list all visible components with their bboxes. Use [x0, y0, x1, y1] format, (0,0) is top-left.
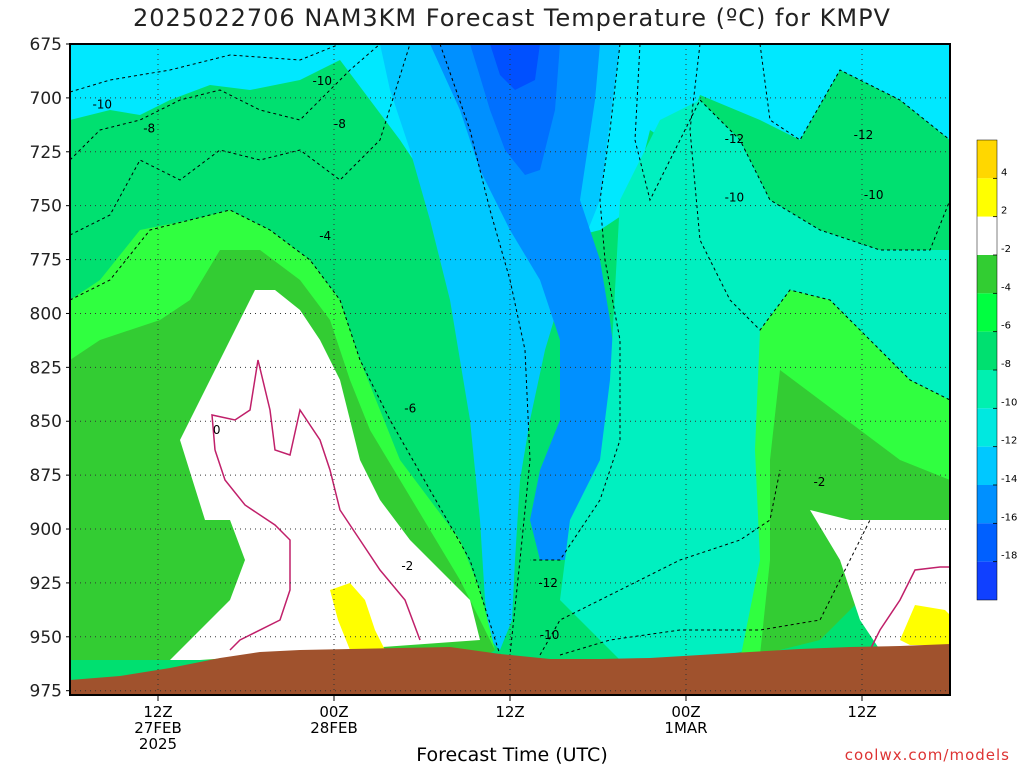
y-tick-label: 925	[30, 574, 62, 594]
contour-label: -8	[143, 121, 155, 135]
contour-label: -10	[540, 628, 560, 642]
contour-line	[69, 209, 501, 656]
zero-contour-line	[211, 359, 421, 641]
x-tick-label: 1MAR	[664, 719, 707, 737]
contour-label: -6	[404, 402, 416, 416]
contour-line	[69, 43, 341, 93]
contour-line	[439, 43, 531, 656]
colorbar-label: 2	[1001, 206, 1007, 217]
contour-label: 0	[213, 423, 221, 437]
contour-label: -12	[854, 128, 874, 142]
y-tick-label: 950	[30, 628, 62, 648]
band-minus-2-to-4-right	[760, 370, 950, 655]
contour-label: -10	[864, 188, 884, 202]
band-minus-14-to-16	[430, 44, 620, 560]
x-tick-label: 12Z	[143, 703, 172, 721]
y-tick-label: 975	[30, 682, 62, 702]
colorbar-label: -18	[1001, 551, 1017, 562]
grid-lines	[70, 43, 950, 695]
contour-label: -10	[725, 190, 745, 204]
band-2-to-4-right	[900, 605, 950, 645]
x-tick-label: 12Z	[495, 703, 524, 721]
x-tick-label: 00Z	[671, 703, 700, 721]
colorbar-segment	[977, 331, 997, 370]
zero-contours	[211, 359, 950, 651]
watermark: coolwx.com/models	[844, 746, 1010, 764]
contour-line	[759, 43, 951, 141]
colorbar-segment	[977, 255, 997, 294]
y-tick-label: 875	[30, 466, 62, 486]
x-tick-label: 12Z	[847, 703, 876, 721]
band-minus-16-to-18	[470, 44, 560, 175]
contour-line	[559, 519, 871, 656]
contour-label: -4	[319, 229, 331, 243]
y-tick-label: 850	[30, 412, 62, 432]
x-tick-label: 27FEB	[134, 719, 181, 737]
contour-label: -8	[334, 117, 346, 131]
contour-label: -12	[725, 132, 745, 146]
zero-contour-line	[214, 449, 291, 651]
colorbar-label: -10	[1001, 397, 1017, 408]
contour-label: -2	[401, 559, 413, 573]
contour-line	[539, 469, 781, 656]
y-tick-label: 825	[30, 358, 62, 378]
contour-label: -12	[538, 576, 558, 590]
colorbar-segment	[977, 140, 997, 179]
y-tick-label: 725	[30, 143, 62, 163]
contour-label: -10	[92, 98, 112, 112]
contour-label: -10	[312, 74, 332, 88]
contour-line	[530, 43, 621, 561]
zero-contour-line	[869, 566, 950, 651]
band-2-to-4-left	[330, 583, 385, 650]
x-tick-label: 00Z	[319, 703, 348, 721]
y-tick-label: 675	[30, 35, 62, 55]
colorbar-segment	[977, 216, 997, 255]
colorbar-segment	[977, 523, 997, 562]
colorbar-segment	[977, 485, 997, 524]
colorbar-segment	[977, 178, 997, 217]
x-tick-label: 2025	[139, 735, 177, 753]
chart-title: 2025022706 NAM3KM Forecast Temperature (…	[133, 4, 891, 32]
colorbar-label: 4	[1001, 167, 1007, 178]
y-tick-label: 900	[30, 520, 62, 540]
x-tick-label: 28FEB	[310, 719, 357, 737]
x-axis-title: Forecast Time (UTC)	[416, 744, 608, 766]
colorbar-label: -16	[1001, 512, 1017, 523]
y-tick-label: 750	[30, 197, 62, 217]
contour-line	[69, 43, 411, 236]
colorbar-label: -6	[1001, 321, 1011, 332]
colorbar-label: -2	[1001, 244, 1011, 255]
colorbar-segment	[977, 408, 997, 447]
colorbar-segment	[977, 293, 997, 332]
colorbar-segment	[977, 561, 997, 600]
contour-line	[634, 43, 951, 251]
y-tick-label: 800	[30, 304, 62, 324]
colorbar-label: -14	[1001, 474, 1017, 485]
colorbar-label: -4	[1001, 282, 1011, 293]
contour-line	[689, 43, 951, 401]
y-tick-label: 700	[30, 89, 62, 109]
contour-label: -2	[813, 475, 825, 489]
colorbar-label: -8	[1001, 359, 1011, 370]
contour-lines	[69, 43, 951, 656]
colorbar-segment	[977, 370, 997, 409]
colorbar-label: -12	[1001, 436, 1017, 447]
band-minus-18	[490, 44, 540, 90]
colorbar-segment	[977, 446, 997, 485]
y-tick-label: 775	[30, 251, 62, 271]
contour-line	[69, 43, 381, 161]
